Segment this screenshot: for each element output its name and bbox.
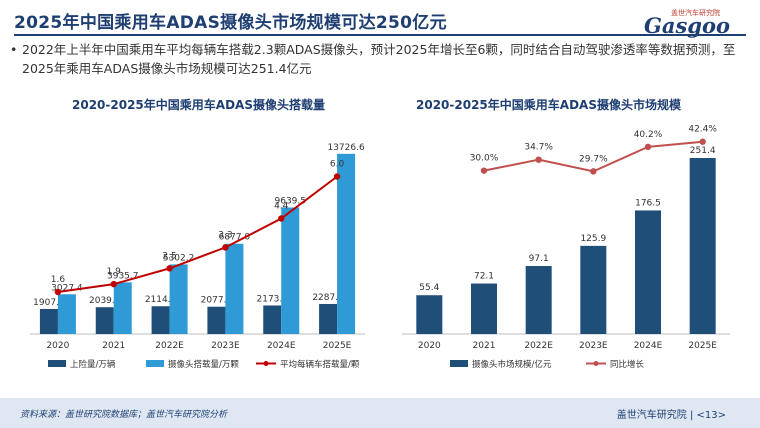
x-tick-label: 2024E — [267, 341, 296, 351]
line-label: 29.7% — [579, 154, 608, 164]
legend-marker-yoy — [593, 361, 599, 366]
line-point — [644, 143, 652, 151]
line-label: 30.0% — [470, 154, 499, 164]
footer-separator: | — [689, 410, 694, 421]
line-point — [333, 173, 341, 180]
footer-source: 资料来源：盖世研究院数据库；盖世汽车研究院分析 — [20, 410, 228, 420]
bar-market-size-1 — [471, 283, 497, 334]
bar-label: 176.5 — [635, 198, 661, 208]
logo-subtitle: 盖世汽车研究院 — [671, 9, 720, 17]
legend-label: 同比增长 — [610, 359, 645, 370]
legend-swatch-camera — [146, 360, 164, 367]
x-tick-label: 2020 — [46, 341, 69, 351]
bar-sales-2 — [151, 306, 170, 334]
legend-label: 摄像头搭载量/万颗 — [168, 359, 239, 370]
footer-bar: 资料来源：盖世研究院数据库；盖世汽车研究院分析 盖世汽车研究院 | <13> — [0, 398, 760, 428]
line-point — [54, 288, 62, 296]
bar-market-size-4 — [635, 210, 661, 334]
bullet-dot-icon: • — [10, 42, 18, 57]
x-tick-label: 2023E — [579, 341, 608, 351]
summary-text: 2022年上半年中国乘用车平均每辆车搭载2.3颗ADAS摄像头，预计2025年增… — [22, 42, 736, 76]
line-point — [535, 156, 542, 163]
bar-label: 3027.4 — [51, 283, 83, 293]
legend-swatch-sales — [48, 360, 66, 367]
line-label: 3.3 — [218, 230, 232, 240]
line-point — [110, 280, 117, 288]
bar-label: 97.1 — [529, 254, 549, 264]
bar-sales-0 — [39, 308, 58, 334]
line-label: 40.2% — [634, 130, 663, 140]
page-title: 2025年中国乘用车ADAS摄像头市场规模可达250亿元 — [14, 13, 447, 33]
x-tick-label: 2025E — [688, 341, 717, 351]
legend-label: 摄像头市场规模/亿元 — [472, 359, 552, 370]
line-label: 4.4 — [274, 202, 289, 212]
bar-label: 13726.6 — [327, 143, 364, 153]
bar-camera-1 — [113, 282, 132, 334]
bar-label: 5302.2 — [163, 253, 195, 263]
bar-label: 2077.7 — [201, 296, 233, 306]
bar-sales-4 — [263, 305, 282, 334]
chart-2-title: 2020-2025年中国乘用车ADAS摄像头市场规模 — [416, 98, 681, 112]
line-label: 2.5 — [162, 251, 176, 261]
bar-label: 2114.5 — [145, 295, 177, 305]
x-tick-label: 2022E — [524, 341, 553, 351]
line-point — [278, 215, 285, 222]
x-tick-label: 2021 — [102, 341, 125, 351]
bar-market-size-5 — [689, 158, 716, 334]
line-label: 34.7% — [524, 143, 553, 153]
legend-marker-avg — [263, 361, 269, 366]
line-point — [222, 244, 229, 251]
brand-logo: 盖世汽车研究院 Gasgoo — [644, 4, 744, 38]
line-point — [699, 138, 706, 145]
line-label: 1.9 — [107, 267, 122, 277]
footer-brand-page: 盖世汽车研究院 | <13> — [617, 406, 726, 421]
bar-market-size-2 — [525, 266, 552, 334]
bar-camera-4 — [281, 207, 300, 334]
bar-label: 6877.0 — [219, 233, 251, 243]
line-label: 42.4% — [688, 125, 717, 135]
chart-2-svg: 55.4 2020 72.1 2021 97.1 2022E 125.9 2023E 176.5… — [402, 125, 730, 370]
bar-label: 3935.7 — [107, 271, 139, 281]
bar-label: 55.4 — [419, 283, 439, 293]
line-label: 1.6 — [51, 275, 66, 285]
x-tick-label: 2024E — [634, 341, 663, 351]
bar-sales-5 — [319, 303, 338, 334]
footer-brand: 盖世汽车研究院 — [616, 410, 687, 421]
bar-label: 72.1 — [474, 272, 494, 282]
x-tick-label: 2020 — [418, 341, 441, 351]
line-point — [480, 167, 488, 174]
bar-camera-2 — [169, 264, 188, 334]
logo-wordmark: Gasgoo — [643, 13, 730, 38]
bar-label: 2287.8 — [312, 293, 344, 303]
line-point — [166, 265, 173, 272]
bar-market-size-3 — [580, 245, 607, 334]
legend-label: 平均每辆车搭载量/颗 — [280, 359, 360, 370]
page-number: <13> — [696, 410, 726, 421]
summary-bullet: • 2022年上半年中国乘用车平均每辆车搭载2.3颗ADAS摄像头，预计2025… — [10, 40, 744, 78]
legend-label: 上险量/万辆 — [70, 359, 116, 370]
chart-1-title: 2020-2025年中国乘用车ADAS摄像头搭载量 — [72, 98, 325, 112]
legend-swatch-market — [450, 360, 468, 367]
avg-per-car-line — [57, 175, 338, 293]
bar-label: 2039.5 — [89, 296, 121, 306]
bar-sales-1 — [95, 307, 114, 334]
title-divider — [14, 34, 746, 36]
bar-camera-5 — [337, 153, 356, 334]
x-tick-label: 2025E — [323, 341, 352, 351]
x-tick-label: 2023E — [211, 341, 240, 351]
line-label: 6.0 — [330, 160, 345, 170]
bar-label: 1907.3 — [33, 298, 65, 308]
bar-label: 2173.4 — [257, 294, 289, 304]
bar-label: 9639.5 — [275, 196, 307, 206]
bar-market-size-0 — [416, 295, 443, 334]
chart-1-svg: 1907.3 3027.4 2020 2039.5 3935.7 2021 2114.5 53… — [30, 143, 365, 370]
x-tick-label: 2021 — [473, 341, 496, 351]
x-tick-label: 2022E — [155, 341, 184, 351]
bar-label: 125.9 — [580, 234, 606, 244]
bar-sales-3 — [207, 306, 226, 334]
bar-camera-3 — [225, 243, 244, 334]
line-point — [590, 168, 597, 175]
bar-label: 251.4 — [690, 146, 716, 156]
bar-camera-0 — [57, 294, 76, 334]
